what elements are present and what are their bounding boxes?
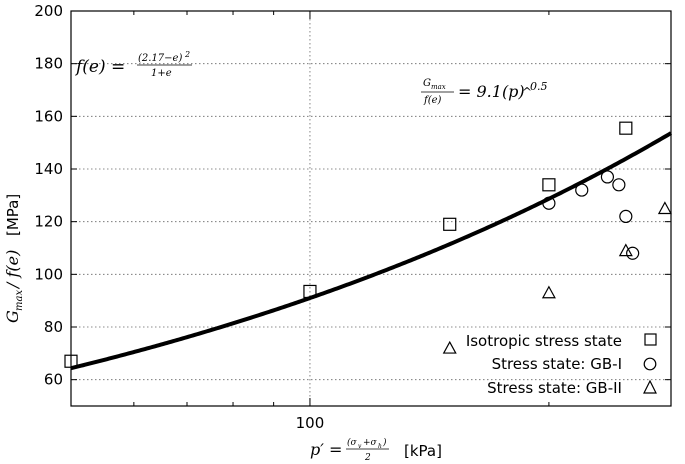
marker-triangle	[657, 201, 672, 215]
fit-equation: G max f(e) = 9.1(p) ^ 0.5	[421, 78, 548, 106]
grid-lines	[71, 10, 671, 406]
legend-label-gb2: Stress state: GB-II	[487, 379, 622, 397]
svg-text:(2.17−e): (2.17−e)	[138, 53, 182, 64]
data-markers	[64, 121, 672, 368]
y-axis-label: G max / f(e) [MPa]	[3, 194, 25, 323]
marker-circle	[542, 196, 556, 210]
svg-text:f(e) =: f(e) =	[74, 57, 125, 77]
y-tick-label: 80	[44, 318, 63, 336]
marker-triangle	[541, 285, 556, 299]
marker-square	[542, 178, 556, 192]
marker-circle	[626, 246, 640, 260]
svg-text:max: max	[14, 290, 25, 311]
plot-frame	[70, 10, 672, 407]
svg-text:+σ: +σ	[363, 438, 378, 448]
fit-curve	[70, 131, 673, 371]
svg-text:v: v	[358, 443, 362, 450]
legend-marker-square	[644, 333, 657, 346]
svg-text:p′ =: p′ =	[310, 440, 342, 459]
svg-text:G: G	[423, 78, 431, 89]
y-tick-label: 120	[34, 213, 63, 231]
y-tick-label: 140	[34, 160, 63, 178]
marker-circle	[575, 183, 589, 197]
svg-text:2: 2	[364, 453, 371, 463]
svg-text:max: max	[431, 83, 446, 91]
y-axis-unit: [MPa]	[4, 194, 22, 236]
svg-text:h: h	[378, 443, 382, 450]
marker-triangle	[442, 340, 457, 354]
svg-text:G: G	[3, 310, 22, 323]
x-tick-label: 100	[296, 414, 325, 432]
marker-square	[303, 284, 317, 299]
x-axis-label: p′ = (σ v +σ h ) 2 [kPa]	[310, 437, 442, 463]
axis-ticks: 60 80 100 120 140 160 180 200 100	[34, 2, 671, 432]
y-tick-label: 200	[34, 2, 63, 20]
marker-triangle	[618, 243, 633, 257]
svg-text:0.5: 0.5	[530, 80, 548, 93]
marker-square	[443, 217, 457, 231]
svg-text:1+e: 1+e	[151, 68, 172, 79]
svg-text:): )	[382, 437, 387, 448]
svg-text:(σ: (σ	[347, 437, 358, 448]
legend-marker-triangle	[643, 379, 657, 394]
y-tick-label: 100	[34, 265, 63, 283]
y-tick-label: 160	[34, 107, 63, 125]
legend: Isotropic stress state Stress state: GB-…	[466, 332, 657, 397]
legend-label-gb1: Stress state: GB-I	[492, 355, 622, 373]
svg-text:^: ^	[522, 85, 532, 99]
svg-text:= 9.1(p): = 9.1(p)	[458, 82, 525, 101]
marker-square	[64, 354, 78, 368]
marker-square	[619, 121, 633, 135]
y-tick-label: 180	[34, 55, 63, 73]
svg-text:f(e): f(e)	[423, 95, 442, 106]
legend-label-isotropic: Isotropic stress state	[466, 332, 622, 350]
legend-marker-circle	[643, 357, 657, 371]
svg-text:/ f(e): / f(e)	[3, 250, 22, 290]
marker-circle	[619, 209, 633, 223]
x-axis-unit: [kPa]	[404, 442, 442, 460]
svg-text:2: 2	[184, 50, 190, 59]
marker-circle	[600, 170, 615, 184]
void-ratio-formula: f(e) = (2.17−e) 2 1+e	[74, 50, 192, 79]
y-tick-label: 60	[44, 371, 63, 389]
marker-circle	[612, 178, 626, 192]
